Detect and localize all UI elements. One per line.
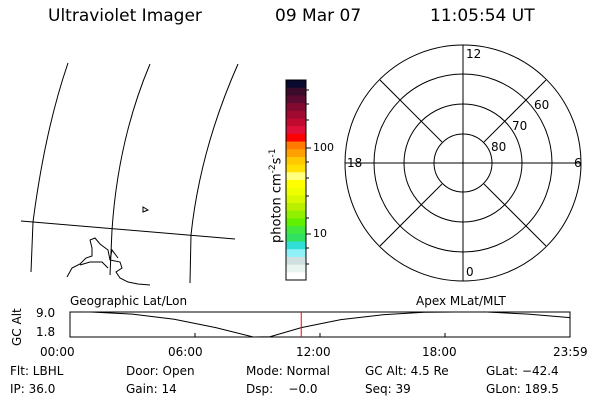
mlat-label-80: 80 — [491, 140, 507, 154]
meridian-line — [109, 63, 151, 276]
door-status: Door: Open — [126, 364, 195, 378]
colorbar-band — [286, 256, 306, 266]
coastline — [79, 261, 109, 269]
colorbar-tick-100: 100 — [313, 141, 334, 154]
gc-alt-status: GC Alt: 4.5 Re — [365, 364, 449, 378]
mlat-label-60: 60 — [534, 98, 550, 112]
colorbar-frame — [285, 79, 307, 281]
mlat-label-70: 70 — [512, 119, 528, 133]
altitude-x-ticks — [194, 333, 446, 337]
colorbar-unit: photon cm — [269, 173, 285, 243]
colorbar-ticks — [306, 89, 311, 265]
colorbar — [286, 80, 306, 281]
coastline — [66, 237, 151, 286]
colorbar-band — [286, 264, 306, 273]
colorbar-band — [286, 141, 306, 150]
mlt-label-0: 0 — [466, 265, 474, 279]
colorbar-band — [286, 203, 306, 212]
mlt-label-18: 18 — [347, 156, 363, 170]
colorbar-band — [286, 118, 306, 127]
colorbar-tick-10: 10 — [313, 227, 327, 240]
colorbar-band — [286, 249, 306, 258]
colorbar-band — [286, 156, 306, 166]
dsp-status: Dsp: −0.0 — [246, 382, 318, 396]
colorbar-unit-exp2: -1 — [268, 148, 278, 158]
glat-status: GLat: −42.4 — [486, 364, 559, 378]
colorbar-band — [286, 210, 306, 219]
glon-status: GLon: 189.5 — [486, 382, 559, 396]
mlt-line-diagonal — [379, 79, 443, 143]
y-tick-label: 1.8 — [36, 325, 56, 339]
colorbar-band — [286, 103, 306, 112]
mlt-line-diagonal — [483, 79, 547, 143]
colorbar-band — [286, 87, 306, 96]
x-tick-label: 23:59 — [553, 345, 588, 359]
colorbar-band — [286, 172, 306, 181]
mlt-line-diagonal — [379, 183, 443, 247]
meridian-line — [30, 62, 69, 273]
triangle-marker — [142, 206, 150, 213]
mlt-label-6: 6 — [574, 156, 582, 170]
colorbar-unit-s: s — [269, 157, 285, 165]
colorbar-band — [286, 241, 306, 250]
x-tick-label: 06:00 — [168, 345, 203, 359]
x-tick-label: 00:00 — [40, 345, 75, 359]
gain-status: Gain: 14 — [126, 382, 177, 396]
colorbar-band — [286, 226, 306, 235]
geographic-label: Geographic Lat/Lon — [70, 294, 188, 308]
colorbar-band — [286, 195, 306, 204]
time-label: 11:05:54 UT — [430, 6, 535, 26]
filter-status: Flt: LBHL — [10, 364, 64, 378]
colorbar-band — [286, 218, 306, 227]
x-tick-label: 18:00 — [422, 345, 457, 359]
colorbar-unit-exp: -2 — [268, 164, 278, 174]
colorbar-band — [286, 126, 306, 135]
ip-status: IP: 36.0 — [10, 382, 56, 396]
colorbar-band — [286, 187, 306, 196]
mlt-line-diagonal — [483, 183, 547, 247]
colorbar-band — [286, 164, 306, 173]
mode-status: Mode: Normal — [246, 364, 330, 378]
seq-status: Seq: 39 — [365, 382, 411, 396]
colorbar-band — [286, 80, 306, 89]
colorbar-band — [286, 149, 306, 158]
polar-plot — [344, 44, 582, 282]
colorbar-band — [286, 272, 306, 281]
colorbar-band — [286, 133, 306, 143]
colorbar-band — [286, 180, 306, 189]
instrument-title: Ultraviolet Imager — [48, 6, 202, 26]
coastline — [109, 248, 119, 261]
colorbar-label: photon cm-2s-1 — [268, 149, 284, 243]
y-tick-label: 9.0 — [36, 306, 56, 320]
apex-label: Apex MLat/MLT — [416, 294, 506, 308]
altitude-y-label: GC Alt — [10, 308, 24, 346]
colorbar-band — [286, 110, 306, 119]
colorbar-band — [286, 95, 306, 104]
x-tick-label: 12:00 — [296, 345, 331, 359]
date-label: 09 Mar 07 — [275, 6, 362, 26]
geographic-map — [20, 62, 239, 286]
parallel-line — [20, 220, 236, 240]
colorbar-band — [286, 233, 306, 243]
meridian-line — [189, 63, 239, 284]
mlt-label-12: 12 — [466, 47, 482, 61]
